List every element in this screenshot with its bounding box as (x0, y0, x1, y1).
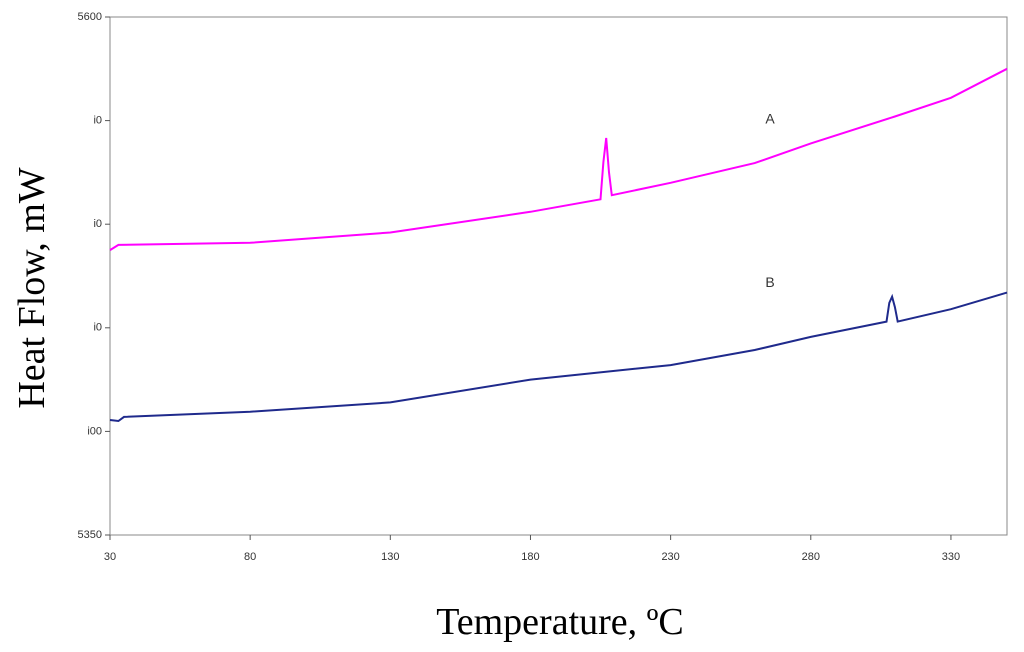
y-axis-title: Heat Flow, mW (11, 167, 53, 408)
x-tick-label: 330 (942, 551, 960, 563)
series-line (109, 67, 1008, 251)
plot-frame (109, 16, 1008, 536)
y-tick-label: 5600 (78, 11, 102, 23)
y-tick-label: i00 (87, 425, 102, 437)
x-axis-title: Temperature, ºC (436, 601, 684, 643)
x-tick-label: 30 (104, 551, 116, 563)
x-tick-label: 230 (661, 551, 679, 563)
x-tick-label: 80 (244, 551, 256, 563)
series-line (109, 291, 1008, 423)
x-tick-label: 130 (381, 551, 399, 563)
x-tick-label: 180 (521, 551, 539, 563)
y-tick-label: i0 (93, 322, 102, 334)
y-tick-label: i0 (93, 115, 102, 127)
x-tick-label: 280 (802, 551, 820, 563)
y-tick-label: i0 (93, 218, 102, 230)
y-tick-label: 5350 (78, 529, 102, 541)
series-label: B (765, 274, 774, 290)
series-label: A (765, 110, 775, 126)
